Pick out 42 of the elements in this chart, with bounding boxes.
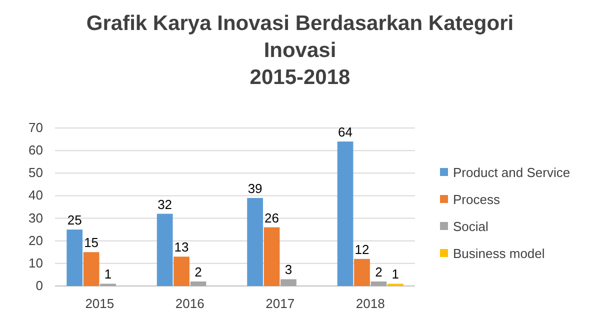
x-tick-label: 2015 xyxy=(85,296,114,311)
data-label: 1 xyxy=(104,266,112,282)
legend-label: Business model xyxy=(453,246,545,261)
y-tick-label: 40 xyxy=(28,188,43,203)
data-label: 3 xyxy=(284,262,292,278)
bar xyxy=(337,142,354,286)
data-label: 26 xyxy=(264,210,279,226)
y-tick-label: 50 xyxy=(28,165,43,180)
bar xyxy=(190,281,206,286)
bar xyxy=(174,256,190,286)
y-tick-label: 60 xyxy=(28,142,43,158)
legend-label: Process xyxy=(453,192,500,207)
data-label: 32 xyxy=(158,196,172,212)
data-label: 2 xyxy=(194,264,202,280)
data-label: 39 xyxy=(248,180,262,196)
data-label: 2 xyxy=(375,264,382,280)
y-tick-label: 10 xyxy=(28,255,43,270)
bar xyxy=(280,279,296,286)
bar xyxy=(247,198,263,286)
x-tick-label: 2018 xyxy=(356,296,385,311)
data-label: 64 xyxy=(338,124,353,140)
bar xyxy=(354,258,370,286)
bar xyxy=(264,227,280,286)
data-label: 1 xyxy=(392,266,400,282)
x-tick-label: 2017 xyxy=(266,296,295,311)
legend-label: Social xyxy=(453,219,489,234)
data-label: 25 xyxy=(67,212,82,228)
data-label: 15 xyxy=(84,235,99,250)
bar xyxy=(370,281,387,286)
y-tick-label: 30 xyxy=(28,210,43,226)
y-tick-label: 0 xyxy=(36,278,43,293)
y-tick-label: 20 xyxy=(28,232,43,248)
y-tick-label: 70 xyxy=(28,120,43,135)
legend-label: Product and Service xyxy=(453,165,570,180)
bar xyxy=(156,214,173,286)
bar xyxy=(66,230,83,286)
x-tick-label: 2016 xyxy=(175,296,204,311)
data-label: 13 xyxy=(174,240,189,255)
bar xyxy=(83,252,100,286)
data-label: 12 xyxy=(354,242,370,257)
chart-title: Grafik Karya Inovasi Berdasarkan Kategori Inovasi xyxy=(86,12,514,62)
chart-subtitle: 2015-2018 xyxy=(250,66,351,89)
